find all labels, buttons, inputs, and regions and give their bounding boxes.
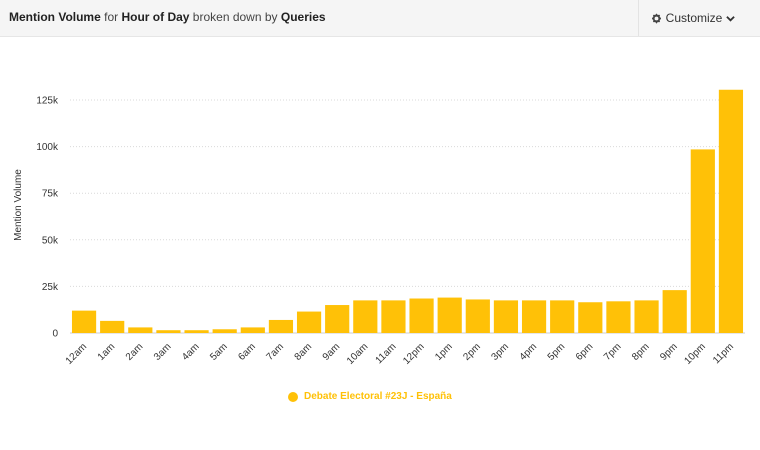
x-tick-label: 6pm (574, 341, 596, 363)
x-tick-label: 3am (152, 341, 174, 363)
x-tick-label: 1am (96, 341, 118, 363)
y-axis-label: Mention Volume (13, 169, 24, 241)
bar (212, 329, 237, 333)
bar (71, 310, 97, 333)
x-tick-label: 5am (208, 341, 230, 363)
title-for: for (100, 10, 122, 24)
bar (550, 300, 575, 333)
x-tick-label: 9pm (658, 341, 680, 363)
gear-icon (651, 13, 661, 23)
bar (437, 297, 462, 333)
bar (662, 290, 687, 333)
y-tick-label: 0 (52, 329, 58, 340)
x-tick-label: 1pm (433, 341, 455, 363)
legend-item[interactable]: Debate Electoral #23J - España (288, 391, 452, 402)
title-dimension: Hour of Day (121, 10, 190, 24)
customize-button[interactable]: Customize (638, 0, 747, 36)
bar (634, 300, 659, 333)
bar (156, 330, 181, 333)
bar (240, 327, 265, 333)
bar (381, 300, 406, 333)
chart-header: Mention Volume for Hour of Day broken do… (0, 0, 760, 37)
bar (296, 311, 322, 333)
customize-label: Customize (665, 11, 723, 25)
bar (128, 327, 153, 333)
y-tick-label: 75k (42, 189, 59, 200)
y-tick-label: 50k (42, 235, 59, 246)
x-tick-label: 11pm (711, 341, 736, 366)
bar (325, 305, 350, 333)
legend-marker (288, 391, 298, 402)
x-tick-label: 5pm (546, 341, 568, 363)
x-tick-label: 2pm (461, 341, 483, 363)
x-tick-label: 11am (374, 341, 399, 366)
x-tick-label: 4am (180, 341, 202, 363)
chart-title: Mention Volume for Hour of Day broken do… (9, 10, 326, 24)
legend-label: Debate Electoral #23J - España (304, 391, 452, 402)
y-tick-label: 100k (36, 142, 59, 153)
chevron-down-icon (726, 15, 736, 22)
x-tick-label: 4pm (518, 341, 540, 363)
title-metric: Mention Volume (9, 10, 101, 24)
x-tick-label: 2am (124, 341, 146, 363)
bar (409, 298, 434, 333)
x-tick-label: 12pm (401, 341, 426, 366)
bar (606, 301, 631, 333)
bar (100, 320, 125, 333)
bar (521, 300, 547, 333)
x-tick-label: 6am (236, 341, 258, 363)
x-tick-label: 9am (321, 341, 343, 363)
x-tick-label: 3pm (490, 341, 512, 363)
x-tick-label: 12am (64, 341, 89, 366)
x-tick-label: 8am (293, 341, 315, 363)
x-tick-label: 10am (345, 341, 370, 366)
title-broken-down: broken down by (189, 10, 281, 24)
bar (578, 302, 603, 333)
bar (718, 89, 744, 333)
bar (184, 330, 209, 333)
bar (268, 319, 294, 333)
title-breakdown: Queries (280, 10, 326, 24)
x-tick-label: 7pm (602, 341, 624, 363)
bar (353, 300, 378, 333)
x-tick-label: 8pm (630, 341, 652, 363)
bar (690, 149, 715, 333)
x-tick-label: 10pm (682, 341, 707, 366)
y-tick-label: 125k (36, 96, 59, 107)
x-tick-label: 7am (265, 341, 287, 363)
bar (465, 299, 490, 333)
bar (493, 300, 519, 333)
y-tick-label: 25k (42, 282, 59, 293)
